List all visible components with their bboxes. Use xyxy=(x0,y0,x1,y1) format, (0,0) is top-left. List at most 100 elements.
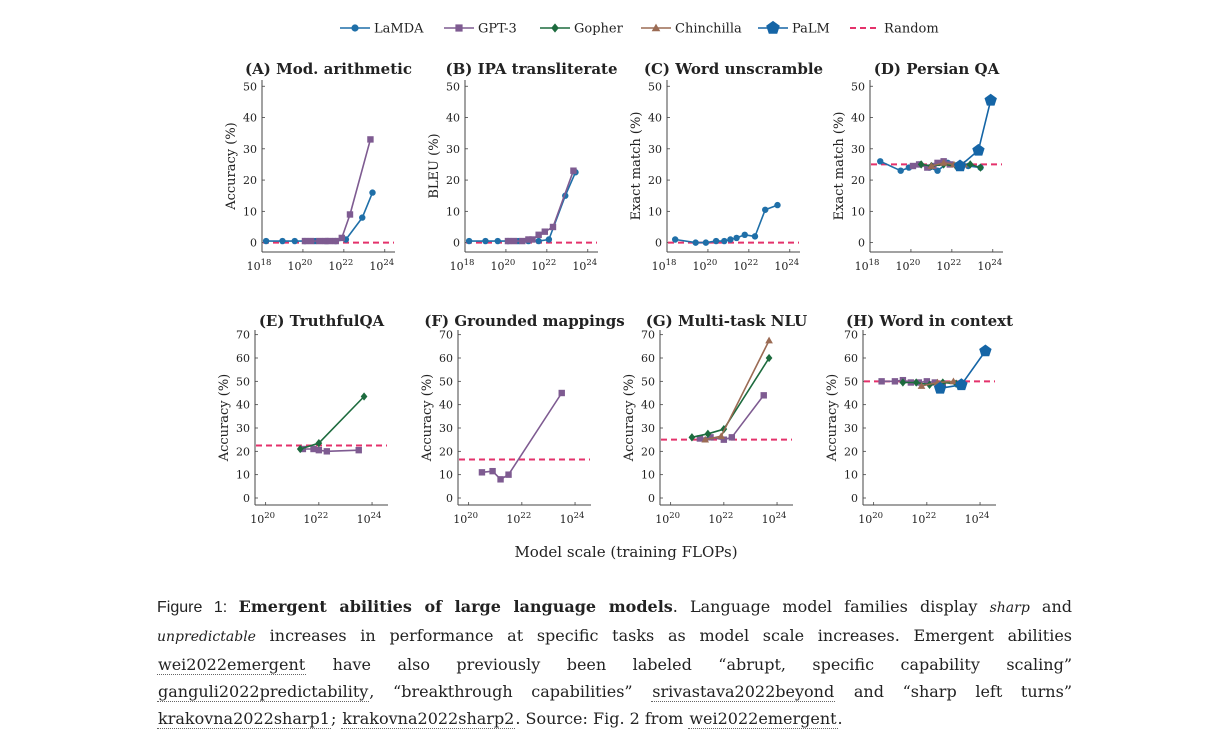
x-tick-label: 1024 xyxy=(369,258,394,273)
data-point-palm xyxy=(933,381,947,394)
y-tick-label: 50 xyxy=(439,375,453,388)
data-point-gopher xyxy=(688,433,696,442)
series-lamda xyxy=(465,169,579,245)
data-point-gpt-3 xyxy=(307,237,315,245)
citation-link[interactable]: krakovna2022sharp2 xyxy=(341,709,516,729)
series-line-palm xyxy=(959,100,992,167)
citation-link[interactable]: ganguli2022predictability xyxy=(157,682,370,702)
citation-link[interactable]: srivastava2022beyond xyxy=(651,682,836,702)
data-point-gpt-3 xyxy=(301,237,309,245)
citation-link[interactable]: wei2022emergent xyxy=(157,655,307,675)
data-point-lamda xyxy=(877,158,884,165)
data-point-lamda xyxy=(751,233,759,240)
data-point-gpt-3 xyxy=(497,476,504,483)
y-axis-label: Exact match (%) xyxy=(629,112,644,221)
data-point-lamda xyxy=(897,167,904,174)
y-tick-label: 50 xyxy=(648,80,662,93)
data-point-gopher xyxy=(977,163,984,172)
legend-item-gopher: Gopher xyxy=(540,22,624,37)
caption-title: Emergent abilities of large language mod… xyxy=(238,597,673,616)
data-point-gpt-3 xyxy=(696,435,704,442)
data-point-gpt-3 xyxy=(332,237,339,245)
y-tick-label: 0 xyxy=(648,492,655,505)
data-point-lamda xyxy=(482,237,489,245)
y-tick-label: 40 xyxy=(641,399,655,412)
legend-marker-gopher xyxy=(551,23,559,33)
y-tick-label: 40 xyxy=(243,112,257,125)
citation-link[interactable]: krakovna2022sharp1 xyxy=(157,709,331,729)
y-axis-label: Accuracy (%) xyxy=(420,374,435,463)
data-point-gpt-3 xyxy=(489,467,496,475)
legend-label-random: Random xyxy=(884,22,939,37)
y-tick-label: 40 xyxy=(648,112,662,125)
data-point-gopher xyxy=(912,378,920,387)
y-tick-label: 30 xyxy=(844,422,858,435)
data-point-lamda xyxy=(692,239,699,246)
data-point-lamda xyxy=(774,201,781,209)
x-tick-label: 1022 xyxy=(733,258,758,273)
data-point-gpt-3 xyxy=(529,236,536,243)
panel-title: (G) Multi-task NLU xyxy=(646,312,808,330)
x-tick-label: 1022 xyxy=(328,258,353,273)
data-point-lamda xyxy=(702,239,710,246)
data-point-lamda xyxy=(262,237,270,245)
data-point-gopher xyxy=(917,160,925,169)
data-point-chinchilla xyxy=(765,336,773,344)
citation-link[interactable]: wei2022emergent xyxy=(688,709,838,729)
y-tick-label: 60 xyxy=(641,352,655,365)
x-tick-label: 1018 xyxy=(855,258,880,273)
x-tick-label: 1024 xyxy=(357,511,382,526)
data-point-gopher xyxy=(360,392,368,401)
x-tick-label: 1020 xyxy=(693,258,718,273)
y-tick-label: 40 xyxy=(446,112,460,125)
data-point-gpt-3 xyxy=(323,448,331,455)
x-tick-label: 1022 xyxy=(531,258,556,273)
series-gpt-3 xyxy=(504,167,577,245)
data-point-chinchilla xyxy=(917,382,926,389)
y-tick-label: 0 xyxy=(655,237,662,250)
data-point-gpt-3 xyxy=(891,378,899,385)
x-tick-label: 1018 xyxy=(247,258,272,273)
data-point-palm xyxy=(979,344,992,357)
data-point-lamda xyxy=(762,206,769,213)
data-point-gopher xyxy=(315,439,323,448)
data-point-gpt-3 xyxy=(346,211,354,218)
y-tick-label: 10 xyxy=(648,205,662,218)
data-point-lamda xyxy=(671,236,679,243)
legend-marker-palm xyxy=(766,20,780,34)
y-tick-label: 10 xyxy=(236,469,250,482)
data-point-chinchilla xyxy=(927,162,936,169)
legend-marker-gpt-3 xyxy=(455,24,463,32)
data-point-lamda xyxy=(535,237,542,245)
legend-label-chinchilla: Chinchilla xyxy=(675,22,742,37)
x-tick-label: 1024 xyxy=(965,511,990,526)
data-point-gpt-3 xyxy=(510,237,518,245)
x-tick-label: 1020 xyxy=(491,258,516,273)
series-line-gpt-3 xyxy=(481,392,563,481)
data-point-gpt-3 xyxy=(326,237,333,245)
series-lamda xyxy=(262,189,376,245)
x-tick-label: 1024 xyxy=(977,258,1002,273)
series-gpt-3 xyxy=(478,389,565,483)
data-point-lamda xyxy=(733,234,740,242)
legend-marker-lamda xyxy=(351,24,359,32)
y-tick-label: 20 xyxy=(236,445,250,458)
legend-item-lamda: LaMDA xyxy=(340,22,424,37)
y-tick-label: 0 xyxy=(446,492,453,505)
x-tick-label: 1020 xyxy=(858,511,883,526)
y-axis-label: Accuracy (%) xyxy=(825,374,840,463)
series-gpt-3 xyxy=(299,445,362,455)
series-line-gopher xyxy=(691,357,770,439)
y-tick-label: 0 xyxy=(858,237,865,250)
data-point-gpt-3 xyxy=(541,228,548,235)
data-point-lamda xyxy=(279,237,286,245)
series-palm xyxy=(933,344,992,394)
panel-title: (D) Persian QA xyxy=(874,60,1000,78)
x-tick-label: 1022 xyxy=(936,258,961,273)
figure-caption: Figure 1: Emergent abilities of large la… xyxy=(157,593,1072,732)
series-line-lamda xyxy=(675,204,778,244)
y-tick-label: 40 xyxy=(851,112,865,125)
